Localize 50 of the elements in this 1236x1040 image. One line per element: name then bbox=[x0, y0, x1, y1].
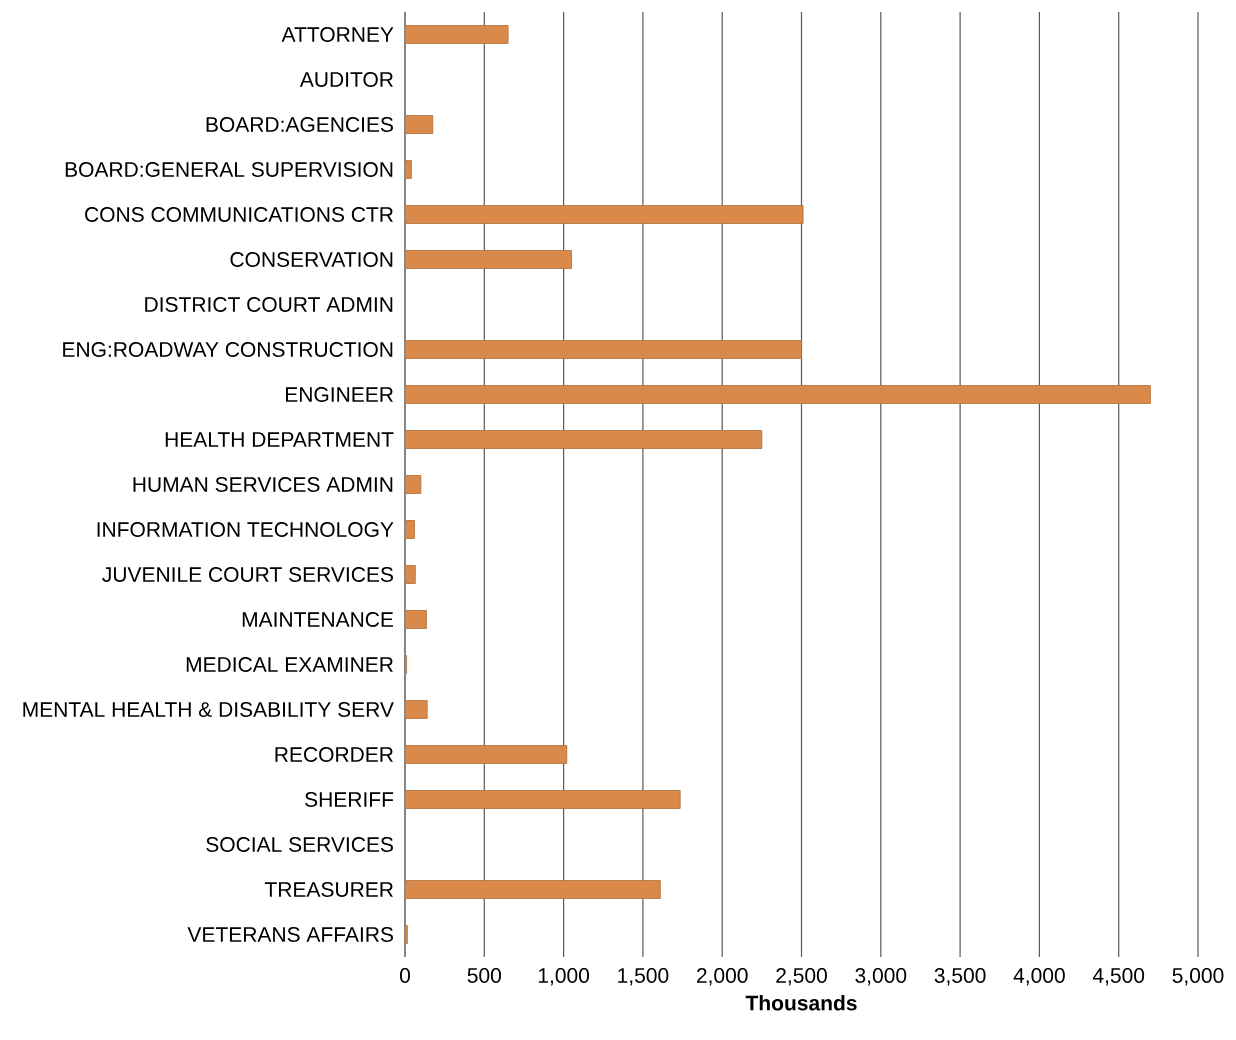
x-tick-label: 4,500 bbox=[1092, 968, 1145, 986]
bar bbox=[405, 610, 427, 629]
y-tick-label: MEDICAL EXAMINER bbox=[186, 657, 393, 672]
bar bbox=[405, 340, 802, 359]
x-tick-label: 2,500 bbox=[776, 968, 827, 986]
bar bbox=[405, 205, 804, 224]
bar bbox=[405, 520, 415, 539]
x-tick-label: 2,000 bbox=[696, 968, 748, 986]
y-tick-label: ENGINEER bbox=[285, 387, 393, 402]
x-tick-label: 1,500 bbox=[618, 968, 669, 986]
bar bbox=[405, 700, 428, 719]
y-tick-label: CONS COMMUNICATIONS CTR bbox=[85, 207, 393, 222]
bar bbox=[405, 160, 412, 179]
y-tick-label: TREASURER bbox=[264, 882, 393, 897]
bar bbox=[405, 565, 416, 584]
y-tick-label: ATTORNEY bbox=[281, 27, 394, 42]
y-tick-label: MAINTENANCE bbox=[242, 612, 394, 627]
bar bbox=[405, 475, 422, 494]
bar bbox=[405, 430, 763, 449]
y-tick-label: CONSERVATION bbox=[230, 252, 393, 267]
y-tick-label: AUDITOR bbox=[299, 72, 393, 87]
y-tick-label: VETERANS AFFAIRS bbox=[187, 927, 393, 942]
y-tick-label: RECORDER bbox=[275, 747, 393, 762]
bar bbox=[405, 25, 509, 44]
y-tick-label: HUMAN SERVICES ADMIN bbox=[133, 477, 393, 492]
x-tick-label: 3,000 bbox=[855, 968, 907, 986]
y-tick-label: BOARD:AGENCIES bbox=[206, 117, 393, 132]
x-axis-title: Thousands bbox=[745, 995, 857, 1011]
x-tick-label: 5,000 bbox=[1172, 968, 1224, 986]
bar bbox=[405, 925, 408, 944]
x-tick-label: 4,000 bbox=[1013, 968, 1065, 986]
bar bbox=[405, 385, 1151, 404]
bar bbox=[405, 880, 661, 899]
x-tick-label: 1,000 bbox=[538, 968, 590, 986]
y-tick-label: HEALTH DEPARTMENT bbox=[165, 432, 394, 447]
y-tick-label: INFORMATION TECHNOLOGY bbox=[97, 522, 394, 537]
bar bbox=[405, 790, 681, 809]
bar bbox=[405, 745, 568, 764]
y-tick-label: SOCIAL SERVICES bbox=[206, 837, 393, 852]
y-tick-label: BOARD:GENERAL SUPERVISION bbox=[65, 162, 393, 177]
x-tick-label: 3,500 bbox=[934, 968, 986, 986]
bar bbox=[405, 115, 434, 134]
x-tick-label: 0 bbox=[399, 968, 410, 983]
y-tick-label: JUVENILE COURT SERVICES bbox=[102, 567, 393, 582]
y-tick-label: ENG:ROADWAY CONSTRUCTION bbox=[63, 342, 393, 357]
bar bbox=[405, 250, 572, 269]
y-tick-label: DISTRICT COURT ADMIN bbox=[145, 297, 393, 312]
x-tick-label: 500 bbox=[467, 968, 501, 983]
y-tick-label: SHERIFF bbox=[305, 792, 394, 807]
y-tick-label: MENTAL HEALTH & DISABILITY SERV bbox=[23, 702, 394, 717]
